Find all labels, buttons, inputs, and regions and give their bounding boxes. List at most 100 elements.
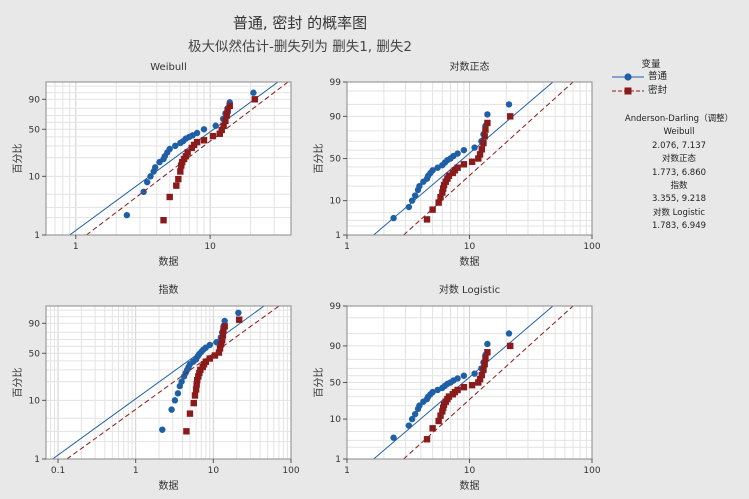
legend: 变量 普通 密封 [608,56,746,98]
x-tick-label: 10 [464,466,476,476]
data-point [123,211,131,219]
data-point [478,146,485,153]
data-point [454,375,461,382]
y-tick-label: 90 [330,112,342,122]
x-tick-label: 1 [344,466,350,476]
data-point [408,415,416,423]
data-point [250,89,257,96]
x-tick-label: 10 [464,242,476,252]
data-point [184,149,191,156]
data-point [440,185,447,192]
data-point [480,139,487,147]
data-point [194,377,201,384]
data-point [218,126,225,134]
data-point [471,144,478,151]
data-point [468,158,476,166]
y-axis-label: 百分比 [12,144,24,174]
data-point [475,379,482,386]
data-point [484,119,491,127]
x-tick-label: 0.1 [51,466,65,476]
data-point [507,342,514,350]
fit-line [66,306,280,459]
data-point [216,345,224,352]
data-point [411,410,419,418]
data-point [212,122,219,129]
y-tick-label: 50 [330,155,342,165]
fit-line [373,82,554,235]
data-point [218,336,226,344]
ad-name: 指数 [670,181,688,192]
plot-panel: 1 10 100 1 10 50 90 99 对数 Logistic 数据 百分比 [313,283,601,492]
y-tick-label: 99 [330,302,342,312]
fit-line [403,82,574,235]
data-point [482,126,489,133]
data-point [177,168,184,175]
data-point [408,197,416,204]
x-tick-label: 10 [208,466,220,476]
data-point [183,428,190,435]
data-point [221,323,228,330]
data-point [209,132,217,140]
data-point [429,425,436,432]
y-axis-label: 百分比 [12,368,24,398]
x-tick-label: 1 [73,242,79,252]
data-point [220,122,227,129]
panel-title: 对数正态 [450,60,490,73]
data-point [484,349,491,356]
y-axis-label: 百分比 [313,368,325,398]
data-point [505,330,513,337]
y-tick-label: 10 [29,396,41,406]
y-axis-label: 百分比 [313,144,325,174]
data-point [454,150,461,157]
data-point [166,145,173,153]
data-point [193,129,201,137]
ad-values: 1.783, 6.949 [651,221,707,232]
data-point [182,153,190,160]
data-point [439,189,446,196]
data-point [235,316,243,323]
data-point [435,417,442,425]
data-point [216,130,223,137]
data-point [480,366,487,374]
series-group [373,306,574,459]
ad-name: 对数正态 [661,154,696,165]
data-point [471,370,478,377]
data-point [390,434,397,441]
data-point [190,399,197,407]
data-point [429,388,436,396]
y-tick-label: 90 [29,319,41,329]
data-point [429,206,436,213]
ad-name: 对数 Logistic [652,207,706,218]
data-point [416,182,423,190]
data-point [171,397,179,404]
data-point [429,167,436,174]
data-point [484,340,491,348]
data-point [505,101,513,108]
data-point [251,96,258,103]
x-axis-label: 数据 [159,255,179,268]
data-point [460,372,468,379]
data-point [160,217,167,224]
data-point [178,162,185,169]
data-point [437,193,444,201]
legend-header: 变量 [641,59,661,70]
data-point [460,146,468,154]
chart-subtitle: 极大似然估计-删失列为 删失1, 删失2 [188,39,412,55]
series-group [373,82,574,235]
plot-area [46,306,291,459]
data-point [482,355,489,362]
data-point [460,383,468,391]
ad-header: Anderson-Darling（调整） [624,114,734,124]
data-point [235,309,242,317]
x-axis-label: 数据 [460,255,480,268]
plot-area [46,82,291,235]
data-point [217,341,225,348]
plot-panel: 1 10 1 10 50 90 Weibull 数据 百分比 [12,62,292,268]
data-point [193,138,201,146]
data-point [481,361,488,368]
data-point [405,203,413,211]
data-point [435,199,442,206]
data-point [168,406,175,413]
